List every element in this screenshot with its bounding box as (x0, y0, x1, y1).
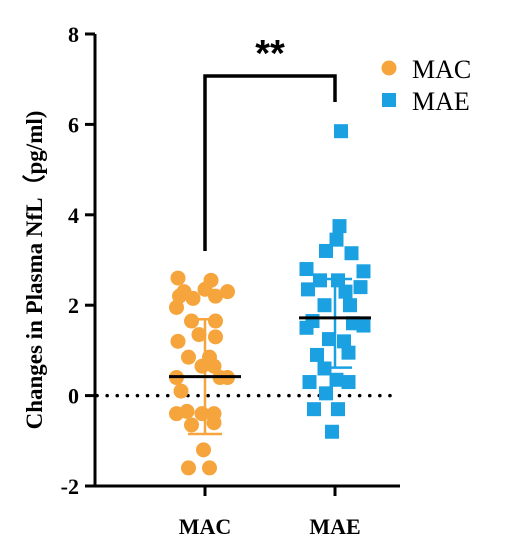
mean-sd-bars (169, 277, 371, 436)
point-mae (337, 334, 351, 349)
point-mae (299, 320, 314, 335)
point-mac (206, 358, 222, 374)
significance-label: ** (255, 33, 285, 75)
significance-annotation: ** (203, 33, 337, 251)
point-mae (313, 273, 327, 288)
legend-marker-mac (381, 60, 397, 76)
point-mae (310, 347, 324, 362)
legend-label-mac: MAC (412, 55, 471, 84)
point-mac (181, 460, 196, 476)
point-mae (325, 424, 339, 439)
legend-label-mae: MAE (412, 87, 470, 116)
point-mac (169, 299, 184, 315)
point-mac (184, 417, 199, 433)
point-mac (206, 415, 222, 431)
point-mae (319, 243, 333, 258)
point-mae (344, 246, 359, 261)
y-tick-label: 2 (68, 293, 79, 318)
point-mac (170, 270, 186, 286)
point-mac (202, 460, 217, 476)
point-mae (322, 332, 336, 347)
point-mae (341, 375, 356, 390)
x-category-label: MAC (179, 514, 232, 539)
point-mac (196, 442, 211, 458)
point-mae (319, 386, 333, 401)
point-mae (334, 124, 348, 139)
point-mae (356, 318, 371, 333)
point-mae (332, 219, 347, 234)
point-mac (170, 333, 186, 349)
legend: MAC MAE (381, 55, 471, 116)
significance-bracket (203, 74, 337, 251)
point-mac (208, 313, 223, 329)
point-mae (307, 402, 321, 417)
point-mae (299, 262, 314, 277)
y-tick-label: 8 (68, 22, 79, 47)
point-mae (356, 264, 371, 279)
point-mac (185, 290, 201, 306)
point-mae (338, 284, 353, 299)
point-mac (208, 288, 223, 304)
point-mae (329, 232, 344, 247)
legend-marker-mae (382, 93, 396, 107)
point-mae (317, 298, 332, 313)
point-mae (302, 375, 317, 390)
point-mac (169, 406, 184, 422)
point-mae (301, 282, 315, 297)
point-mac (208, 329, 223, 345)
point-mac (173, 383, 189, 399)
point-mae (329, 372, 344, 387)
point-mae (341, 345, 356, 360)
point-mae (353, 280, 368, 295)
point-mae (331, 402, 345, 417)
x-category-label: MAE (309, 514, 360, 539)
axes: -2 0 2 4 6 8 MAC MAE (61, 22, 400, 539)
point-mac (181, 349, 196, 365)
point-mac (184, 313, 199, 329)
point-mac (220, 284, 235, 300)
y-axis-title: Changes in Plasma NfL（pg/ml) (21, 111, 47, 430)
y-tick-label: 6 (68, 112, 79, 137)
y-tick-label: 4 (68, 203, 79, 228)
point-mae (343, 298, 357, 313)
y-tick-label: 0 (68, 384, 79, 409)
data-points (169, 124, 371, 476)
point-mac (172, 288, 187, 304)
point-mac (191, 327, 207, 343)
y-tick-label: -2 (61, 474, 79, 499)
